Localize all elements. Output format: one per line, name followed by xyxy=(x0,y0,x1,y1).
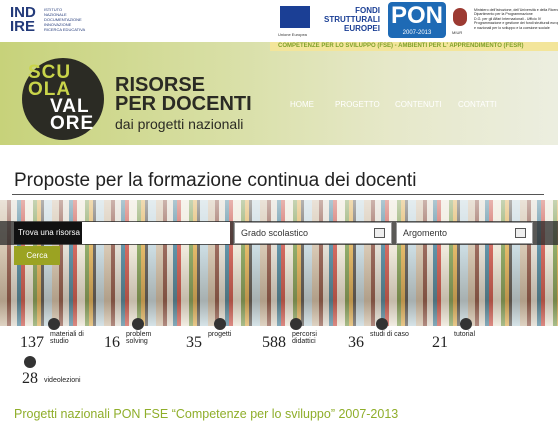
stat-label: tutorial xyxy=(454,331,476,338)
miur-label: MIUR xyxy=(452,30,463,35)
stat-count: 36 xyxy=(348,334,364,351)
logo-line: OLA xyxy=(28,79,72,100)
stat-icon xyxy=(132,318,144,330)
brand-title: RISORSE PER DOCENTI xyxy=(115,74,252,115)
ministry-line: Programmazione e gestione dei fondi stru… xyxy=(474,21,558,26)
grade-text: Grado scolastico xyxy=(241,228,309,238)
stat[interactable]: 35 progetti xyxy=(186,318,266,358)
grade-select[interactable]: Grado scolastico xyxy=(234,222,392,244)
institute-line: RICERCA EDUCATIVA xyxy=(44,27,86,32)
stat[interactable]: 588 percorsi didattici xyxy=(262,318,342,358)
bookshelf-shade xyxy=(0,200,558,326)
fondi-line: FONDI xyxy=(355,6,380,15)
page-title: Proposte per la formazione continua dei … xyxy=(14,170,417,191)
logo-bottom: IRE xyxy=(10,18,36,35)
search-input[interactable] xyxy=(82,222,230,244)
stat-icon xyxy=(460,318,472,330)
indire-logo[interactable]: IND IRE xyxy=(10,4,36,35)
stat-icon xyxy=(24,356,36,368)
fondi-line: STRUTTURALI xyxy=(324,15,380,24)
institute-line: ISTITUTO xyxy=(44,7,63,12)
ministry-line: Ministero dell'Istruzione, dell'Universi… xyxy=(474,8,558,12)
stat-label: studi di caso xyxy=(370,331,409,338)
stat-count: 21 xyxy=(432,334,448,351)
logo-line: ORE xyxy=(50,113,95,134)
ministry-line: D.G. per gli Affari Internazionali - Uff… xyxy=(474,16,542,21)
stat[interactable]: 16 problem solving xyxy=(104,318,184,358)
strip: COMPETENZE PER LO SVILUPPO (FSE) - AMBIE… xyxy=(270,42,558,51)
search-button[interactable]: Cerca xyxy=(14,246,60,265)
logo-text[interactable]: SCU OLA VAL ORE xyxy=(28,62,95,134)
nav-link[interactable]: PROGETTO xyxy=(335,100,380,109)
stat-count: 28 xyxy=(22,370,38,387)
fondi-text: FONDI STRUTTURALI EUROPEI xyxy=(318,6,380,33)
topic-text: Argomento xyxy=(403,228,448,238)
stat-icon xyxy=(214,318,226,330)
topic-select[interactable]: Argomento xyxy=(396,222,533,244)
logo-line: VAL xyxy=(50,96,90,117)
footer-heading: Progetti nazionali PON FSE “Competenze p… xyxy=(14,407,399,421)
pon-years: 2007-2013 xyxy=(402,30,432,36)
title-rule xyxy=(12,194,544,195)
eu-flag xyxy=(280,6,310,28)
institute-line: INNOVAZIONE xyxy=(44,22,72,27)
ministry-text: Ministero dell'Istruzione, dell'Universi… xyxy=(474,8,558,30)
fondi-line: EUROPEI xyxy=(343,24,380,33)
stat[interactable]: 36 studi di caso xyxy=(348,318,428,358)
logo-top: IND xyxy=(10,4,36,21)
brand-line: PER DOCENTI xyxy=(115,93,252,115)
ministry-line: e nazionali per lo sviluppo e la coesion… xyxy=(474,25,550,30)
stat-label: progetti xyxy=(208,331,232,338)
stat-label: videolezioni xyxy=(44,377,81,384)
miur-emblem xyxy=(453,8,467,26)
stat-count: 35 xyxy=(186,334,202,351)
brand-line: RISORSE xyxy=(115,74,206,96)
stat[interactable]: 137 materiali di studio xyxy=(20,318,100,358)
institute-name: ISTITUTO NAZIONALE DOCUMENTAZIONE INNOVAZIO… xyxy=(44,7,85,32)
logo-line: SCU xyxy=(28,62,72,83)
stat[interactable]: 28 videolezioni xyxy=(22,356,102,396)
stat-count: 137 xyxy=(20,334,44,351)
search-label: Trova una risorsa xyxy=(14,222,82,244)
stat-count: 16 xyxy=(104,334,120,351)
stat-icon xyxy=(290,318,302,330)
logo-circle xyxy=(22,58,104,140)
stat-icon xyxy=(48,318,60,330)
brand-subtitle: dai progetti nazionali xyxy=(115,116,244,132)
stat-label: materiali di studio xyxy=(50,331,84,345)
stat[interactable]: 21 tutorial xyxy=(432,318,512,358)
stat-label: percorsi didattici xyxy=(292,331,317,345)
ministry-line: Dipartimento per la Programmazione xyxy=(474,12,533,17)
institute-line: DOCUMENTAZIONE xyxy=(44,17,82,22)
stat-label: problem solving xyxy=(126,331,152,345)
nav-link[interactable]: HOME xyxy=(290,100,314,109)
stat-count: 588 xyxy=(262,334,286,351)
stat-icon xyxy=(376,318,388,330)
nav-link[interactable]: CONTATTI xyxy=(458,100,497,109)
pon-logo: PON xyxy=(388,2,446,38)
eu-label: Unione Europea xyxy=(278,32,307,37)
nav-link[interactable]: CONTENUTI xyxy=(395,100,442,109)
institute-line: NAZIONALE xyxy=(44,12,67,17)
